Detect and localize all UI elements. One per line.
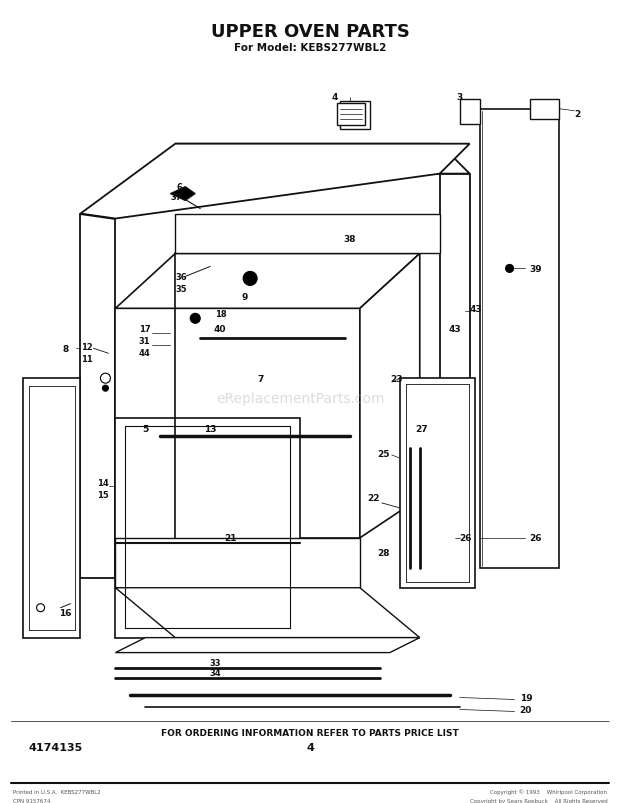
Text: CPN 9157674: CPN 9157674 [12,797,50,803]
Polygon shape [459,100,480,124]
Text: 6: 6 [177,183,182,192]
Circle shape [102,385,108,392]
Polygon shape [115,254,420,309]
Text: 40: 40 [214,324,226,333]
Text: 35: 35 [175,284,187,294]
Text: UPPER OVEN PARTS: UPPER OVEN PARTS [211,23,409,41]
Polygon shape [115,638,420,653]
Polygon shape [115,538,360,588]
Text: 11: 11 [81,354,92,363]
Text: 8: 8 [62,344,69,353]
Text: 4: 4 [306,743,314,752]
Polygon shape [81,145,470,219]
Text: 37: 37 [170,193,182,202]
Text: 27: 27 [415,424,427,433]
Polygon shape [115,588,420,638]
Polygon shape [175,145,470,174]
Text: Copyright by Sears Roebuck    All Rights Reserved: Copyright by Sears Roebuck All Rights Re… [469,797,608,803]
Text: 17: 17 [139,324,150,333]
Text: 26: 26 [529,534,542,543]
Polygon shape [400,379,475,588]
Polygon shape [529,100,559,120]
Polygon shape [115,418,300,638]
Polygon shape [340,102,370,129]
Text: 12: 12 [81,342,92,352]
Text: 43: 43 [470,304,482,313]
Text: 7: 7 [257,374,264,383]
Text: Printed in U.S.A.  KEBS277WBL2: Printed in U.S.A. KEBS277WBL2 [12,789,100,794]
Polygon shape [115,309,360,538]
Polygon shape [22,379,81,638]
Polygon shape [360,254,420,538]
Text: Copyright © 1993    Whirlpool Corporation: Copyright © 1993 Whirlpool Corporation [490,789,608,794]
Text: 4: 4 [332,93,338,102]
Text: 15: 15 [97,491,108,499]
Text: 19: 19 [520,693,532,702]
Text: 16: 16 [58,609,71,618]
Polygon shape [480,110,559,568]
Text: 31: 31 [139,336,150,345]
Text: 34: 34 [210,668,221,677]
Text: 39: 39 [529,265,542,274]
Text: 20: 20 [520,705,532,714]
Polygon shape [175,214,440,254]
Text: 5: 5 [142,424,148,433]
Text: 2: 2 [574,110,581,119]
Text: 21: 21 [224,534,236,543]
Text: For Model: KEBS277WBL2: For Model: KEBS277WBL2 [234,43,386,53]
Text: 43: 43 [448,324,461,333]
Text: 13: 13 [204,424,216,433]
Polygon shape [170,187,195,202]
Circle shape [100,373,110,384]
Text: eReplacementParts.com: eReplacementParts.com [216,392,384,406]
Circle shape [505,265,513,273]
Text: 38: 38 [343,234,356,243]
Text: 44: 44 [139,349,150,357]
Polygon shape [337,104,365,125]
Text: 18: 18 [215,309,227,319]
Text: 33: 33 [210,658,221,667]
Text: 28: 28 [378,548,390,557]
Text: 9: 9 [242,292,249,301]
Text: 3: 3 [456,93,463,102]
Polygon shape [81,214,115,578]
Text: 25: 25 [378,449,390,458]
Circle shape [37,604,45,612]
Circle shape [190,314,200,324]
Text: 36: 36 [175,272,187,282]
Circle shape [243,272,257,286]
Text: 14: 14 [97,479,108,488]
Polygon shape [440,174,470,538]
Text: 23: 23 [390,374,402,383]
Text: 22: 22 [367,494,380,503]
Text: 4174135: 4174135 [29,743,82,752]
Text: 26: 26 [459,534,472,543]
Text: FOR ORDERING INFORMATION REFER TO PARTS PRICE LIST: FOR ORDERING INFORMATION REFER TO PARTS … [161,728,459,737]
